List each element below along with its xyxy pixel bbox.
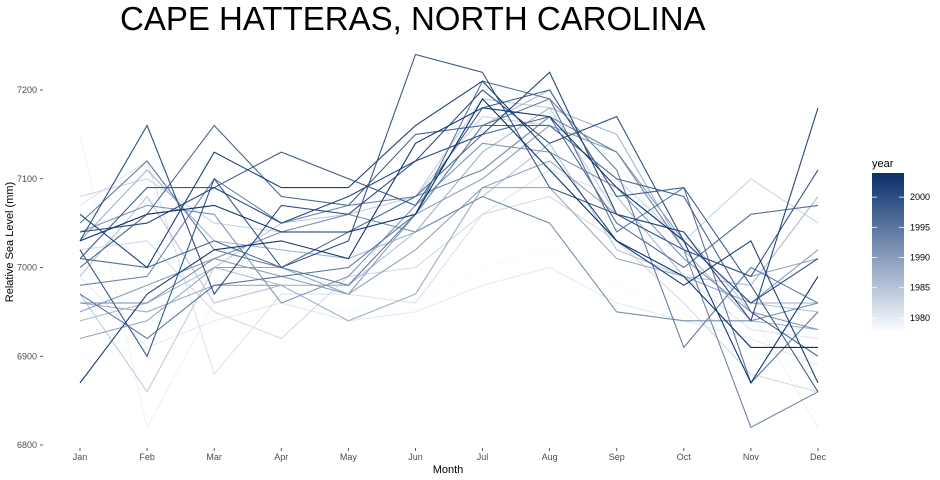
x-tick-label: Nov — [743, 452, 760, 462]
x-tick-label: Jul — [477, 452, 489, 462]
series-line-1984 — [79, 98, 819, 393]
x-tick-label: May — [340, 452, 358, 462]
series-line-1981 — [79, 160, 819, 376]
series-line-2003 — [79, 107, 819, 385]
series-line-1993 — [79, 115, 819, 429]
series-line-1987 — [79, 107, 819, 331]
legend: year 1980 1985 1990 1995 2000 — [872, 158, 930, 330]
series-line-1994 — [79, 98, 819, 349]
y-tick-label: 7200 — [17, 85, 37, 95]
series-line-1980 — [79, 266, 819, 366]
x-tick-label: Jun — [408, 452, 423, 462]
x-tick-label: Sep — [609, 452, 625, 462]
legend-tick-label: 2000 — [910, 192, 930, 202]
x-axis-title: Month — [433, 464, 464, 476]
legend-colorbar — [872, 173, 904, 330]
legend-ticks: 1980 1985 1990 1995 2000 — [872, 192, 930, 323]
legend-tick-label: 1980 — [910, 313, 930, 323]
series-line-1996 — [79, 115, 819, 269]
legend-title: year — [872, 158, 894, 170]
legend-tick-label: 1995 — [910, 222, 930, 232]
y-tick-label: 7000 — [17, 263, 37, 273]
x-tick-label: Jan — [73, 452, 88, 462]
x-tick-label: Aug — [542, 452, 558, 462]
y-tick-label: 6900 — [17, 351, 37, 361]
series-line-1999 — [79, 53, 819, 358]
series-line-2002 — [79, 80, 819, 384]
x-tick-label: Feb — [139, 452, 155, 462]
series-line-2004 — [79, 97, 818, 348]
x-tick-label: Apr — [274, 452, 288, 462]
x-tick-label: Mar — [206, 452, 222, 462]
chart-title: CAPE HATTERAS, NORTH CAROLINA — [120, 0, 706, 37]
series-line-1979 — [79, 115, 819, 429]
y-tick-label: 7100 — [17, 174, 37, 184]
x-tick-label: Oct — [677, 452, 692, 462]
series-line-1997 — [79, 124, 819, 357]
legend-tick-label: 1985 — [910, 283, 930, 293]
x-tick-label: Dec — [810, 452, 827, 462]
legend-tick-label: 1990 — [910, 253, 930, 263]
y-axis-title: Relative Sea Level (mm) — [4, 182, 16, 302]
series-line-2001 — [79, 71, 819, 322]
series-line-1995 — [79, 80, 819, 384]
y-axis: 6800 6900 7000 7100 7200 — [17, 85, 43, 450]
series-line-1991 — [79, 142, 819, 331]
plot-area — [79, 53, 819, 429]
y-tick-label: 6800 — [17, 440, 37, 450]
x-axis: Jan Feb Mar Apr May Jun Jul Aug Sep Oct Nov Dec — [73, 448, 827, 462]
